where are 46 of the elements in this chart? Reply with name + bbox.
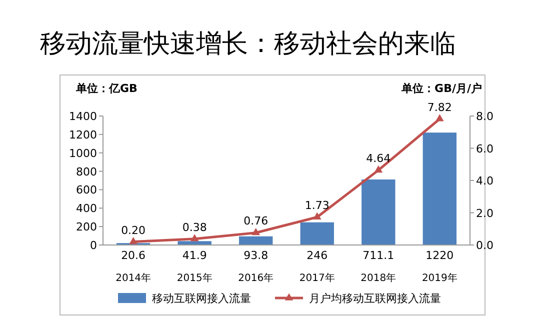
data-label: 93.8 (244, 249, 268, 262)
y2-tick-label: 2.0 (476, 206, 494, 220)
x-tick-label: 2014年 (116, 272, 152, 284)
x-tick-label: 2016年 (238, 272, 274, 284)
bar (422, 132, 457, 245)
y-tick-label: 1200 (69, 128, 97, 142)
data-label: 7.82 (427, 100, 452, 114)
data-label: 1.73 (304, 199, 330, 212)
legend-label: 移动互联网接入流量 (152, 292, 251, 305)
legend-label: 月户均移动互联网接入流量 (309, 292, 441, 305)
y-tick-label: 200 (76, 220, 97, 234)
point (190, 234, 199, 242)
point (252, 228, 260, 236)
y2-tick-label: 0.0 (476, 239, 494, 252)
y-tick-label: 600 (76, 184, 97, 197)
data-label: 0.76 (244, 214, 268, 228)
y-tick-label: 0 (90, 239, 97, 252)
chart-title: 移动流量快速增长：移动社会的来临 (40, 29, 456, 59)
data-label: 0.38 (182, 220, 207, 234)
data-label: 246 (306, 249, 328, 262)
data-label: 41.9 (182, 249, 207, 262)
y-tick-label: 1000 (69, 146, 97, 160)
x-tick-label: 2018年 (360, 272, 396, 284)
point (312, 212, 322, 220)
data-label: 20.6 (121, 249, 146, 262)
bar (362, 179, 396, 245)
point (374, 165, 383, 173)
point (129, 236, 138, 244)
x-tick-label: 2017年 (299, 272, 335, 284)
x-tick-label: 2019年 (422, 272, 458, 284)
y-axis-title: 单位：亿GB (75, 82, 138, 95)
data-label: 1220 (426, 249, 454, 262)
bar (239, 236, 273, 245)
y2-axis-title: 单位：GB/月/户 (400, 82, 482, 95)
data-label: 711.1 (362, 249, 394, 262)
bar (300, 222, 334, 245)
y2-tick-label: 4.0 (476, 174, 494, 188)
y2-tick-label: 8.0 (476, 110, 494, 123)
y-tick-label: 400 (76, 202, 97, 216)
data-label: 0.20 (121, 224, 146, 237)
y-tick-label: 800 (76, 165, 97, 178)
y-tick-label: 1400 (69, 110, 97, 123)
x-tick-label: 2015年 (176, 272, 212, 284)
y2-tick-label: 6.0 (476, 142, 494, 156)
data-label: 4.64 (366, 152, 391, 166)
point (436, 114, 444, 122)
